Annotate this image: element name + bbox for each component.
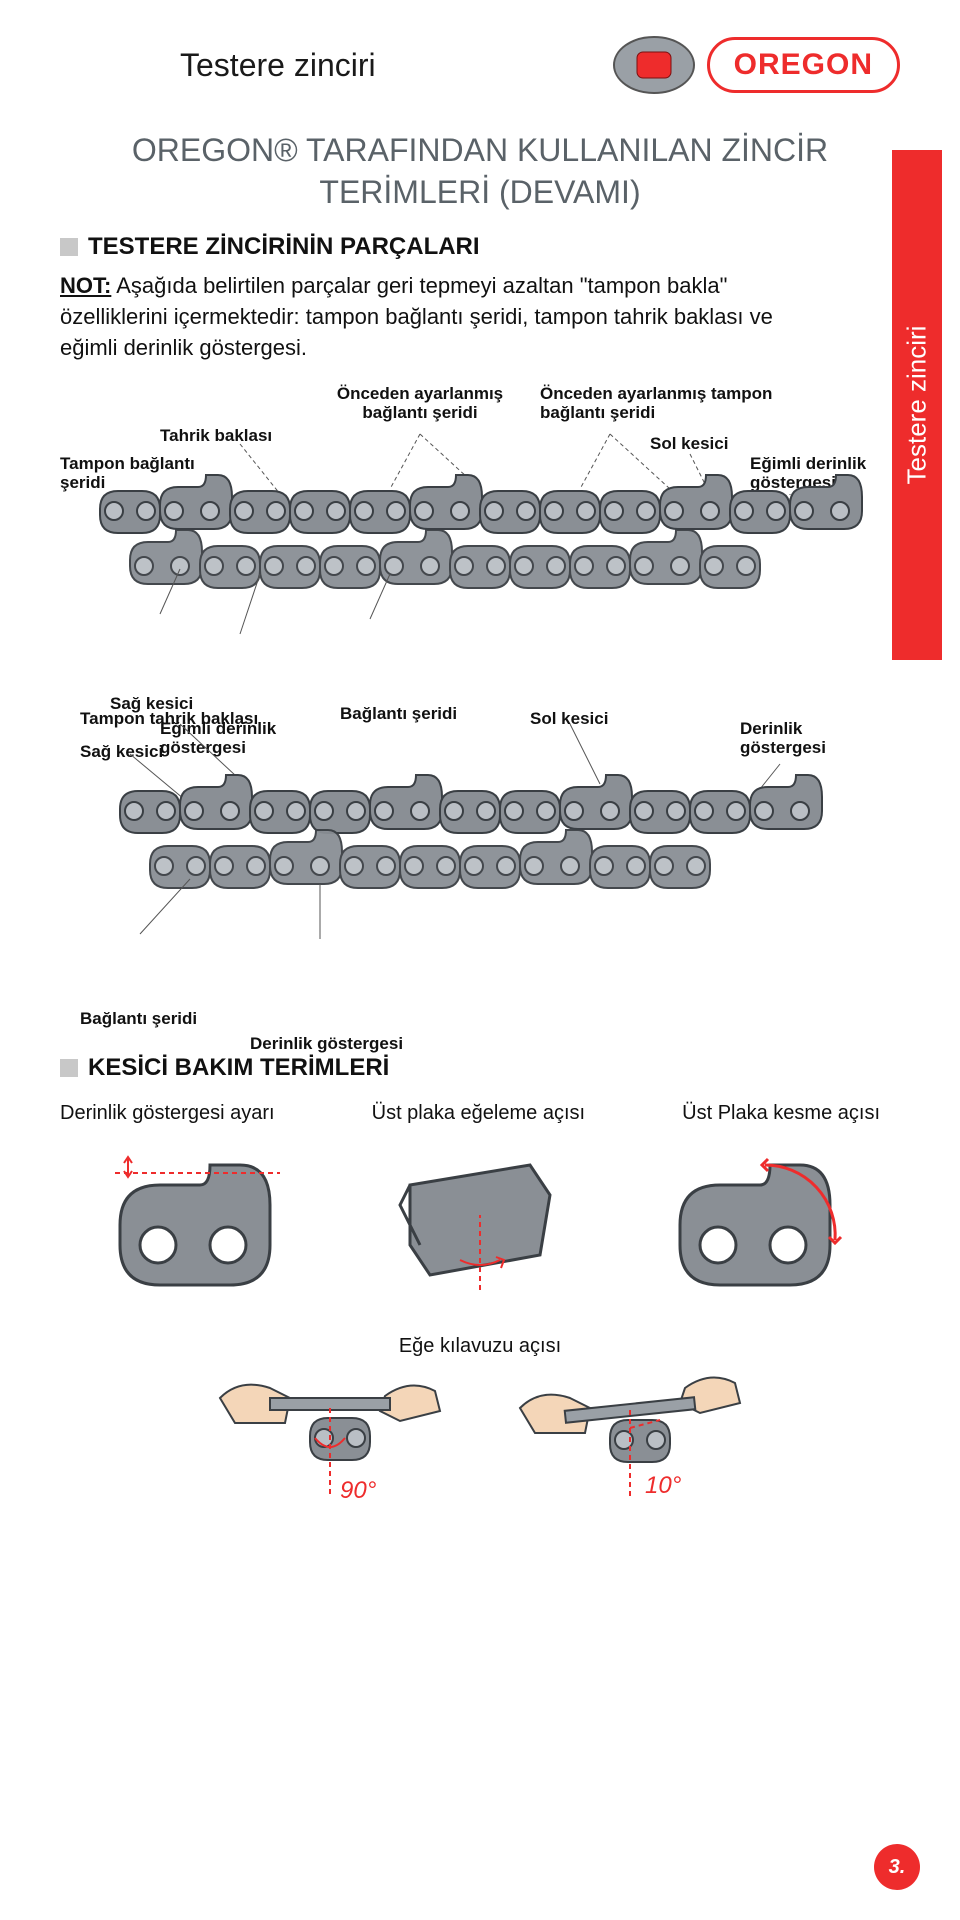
term-top-filing: Üst plaka eğeleme açısı — [372, 1102, 585, 1125]
side-tab-label: Testere zinciri — [902, 326, 933, 485]
chain-svg-2 — [60, 714, 880, 974]
maintenance-terms-row: Derinlik göstergesi ayarı Üst plaka eğel… — [60, 1102, 880, 1125]
fig-top-cutting-angle — [670, 1145, 850, 1305]
section-heading-text: TESTERE ZİNCİRİNİN PARÇALARI — [88, 233, 480, 261]
chain-tool-icon — [609, 30, 699, 100]
fig-file-90: 90° — [210, 1368, 450, 1518]
angle-90-text: 90° — [340, 1477, 377, 1504]
note-prefix: NOT: — [60, 273, 111, 298]
label-tie-strap2: Bağlantı şeridi — [80, 1009, 197, 1029]
subtitle-line2: TERİMLERİ (DEVAMI) — [319, 174, 640, 210]
note-body: Aşağıda belirtilen parçalar geri tepmeyi… — [60, 273, 773, 360]
page-title: Testere zinciri — [180, 47, 376, 84]
angle-10-text: 10° — [645, 1472, 682, 1499]
brand-logo: OREGON — [707, 37, 900, 93]
fig-depth-gauge — [110, 1145, 290, 1305]
file-guide-label: Eğe kılavuzu açısı — [0, 1335, 960, 1358]
subtitle-line1: OREGON® TARAFINDAN KULLANILAN ZİNCİR — [132, 132, 828, 168]
section-chain-parts-heading: TESTERE ZİNCİRİNİN PARÇALARI — [60, 233, 960, 261]
chain-diagram-1: Önceden ayarlanmış bağlantı şeridi Önced… — [60, 394, 900, 654]
fig-file-10: 10° — [510, 1368, 750, 1518]
label-dg2: Derinlik göstergesi — [250, 1034, 403, 1054]
file-guide-figures: 90° 10° — [0, 1368, 960, 1518]
section2-heading-text: KESİCİ BAKIM TERİMLERİ — [88, 1054, 389, 1082]
section-maintenance-heading: KESİCİ BAKIM TERİMLERİ — [60, 1054, 960, 1082]
page-number: 3. — [874, 1844, 920, 1890]
chain-diagram-2: Tampon tahrik baklası Sağ kesici Sol kes… — [60, 714, 900, 974]
fig-top-filing-angle — [390, 1145, 570, 1305]
header: Testere zinciri OREGON — [0, 0, 960, 110]
subtitle: OREGON® TARAFINDAN KULLANILAN ZİNCİR TER… — [80, 130, 880, 213]
brand-text: OREGON — [734, 48, 873, 82]
note-paragraph: NOT: Aşağıda belirtilen parçalar geri te… — [60, 271, 820, 363]
maintenance-figures — [60, 1145, 900, 1305]
term-dg-setting: Derinlik göstergesi ayarı — [60, 1102, 275, 1125]
chain-svg-1 — [60, 394, 880, 654]
term-top-cutting: Üst Plaka kesme açısı — [682, 1102, 880, 1125]
